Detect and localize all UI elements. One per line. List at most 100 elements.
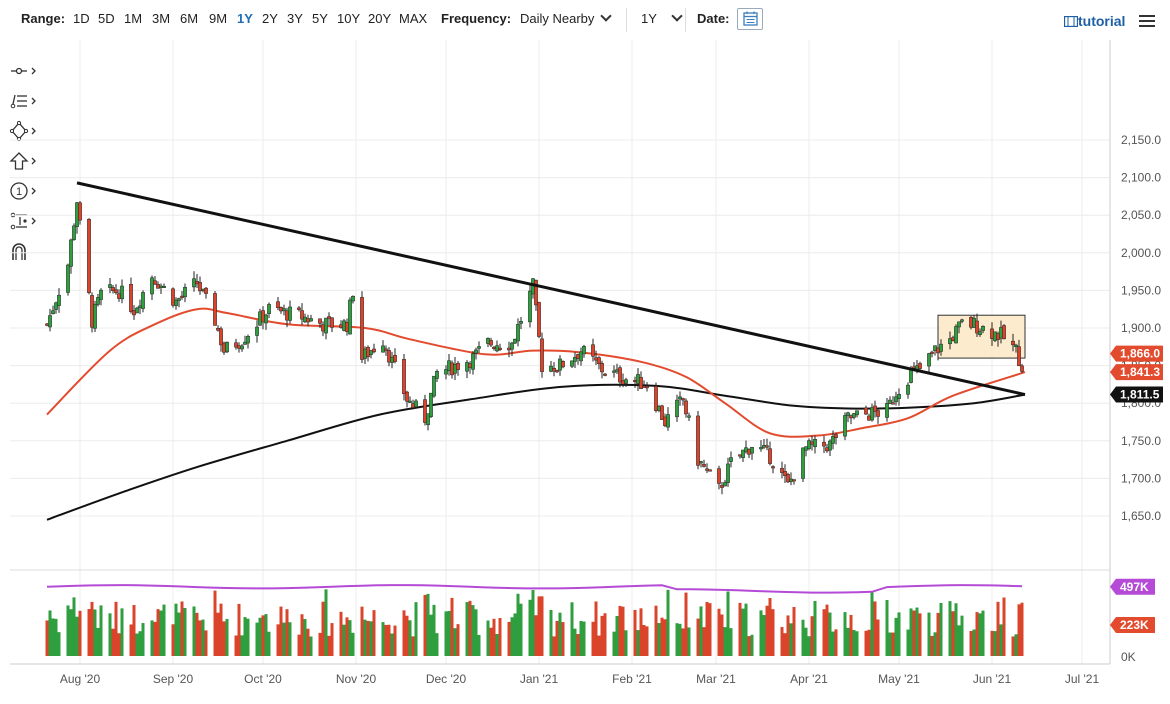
range-button-20y[interactable]: 20Y xyxy=(368,11,392,26)
volume-bar xyxy=(279,606,283,656)
candle-body xyxy=(48,315,52,328)
candle-body xyxy=(678,396,682,400)
candle-body xyxy=(675,399,679,418)
candle-body xyxy=(762,445,766,448)
volume-bar xyxy=(1020,602,1024,656)
candle-body xyxy=(153,280,157,285)
volume-bar xyxy=(792,607,796,656)
candle-body xyxy=(789,478,793,482)
volume-bar xyxy=(150,620,154,656)
range-button-6m[interactable]: 6M xyxy=(180,11,199,26)
volume-bar xyxy=(492,618,496,656)
candle-body xyxy=(198,282,202,292)
candle-body xyxy=(936,347,940,354)
range-button-max[interactable]: MAX xyxy=(399,11,428,26)
volume-bar xyxy=(597,635,601,656)
volume-bar xyxy=(993,631,997,656)
volume-bar xyxy=(489,627,493,656)
volume-bar xyxy=(531,589,535,656)
candle-body xyxy=(780,468,784,473)
volume-bar xyxy=(579,620,583,656)
candle-body xyxy=(69,239,73,267)
tutorial-link[interactable]: tutorial xyxy=(1063,13,1125,29)
candle-body xyxy=(939,343,943,352)
volume-bar xyxy=(303,619,307,656)
candle-body xyxy=(297,307,301,310)
volume-bar xyxy=(306,628,310,656)
time-axis: Aug '20 Sep '20 Oct '20 Nov '20 Dec '20 Jan '… xyxy=(60,672,1100,686)
volume-bar xyxy=(153,621,157,656)
volume-bar xyxy=(414,602,418,656)
period-dropdown[interactable]: 1Y xyxy=(641,10,683,26)
volume-bar xyxy=(696,618,700,656)
range-button-1y[interactable]: 1Y xyxy=(237,11,253,26)
volume-bar xyxy=(321,601,325,656)
candle-body xyxy=(276,301,280,309)
volume-bar xyxy=(453,628,457,656)
candle-body xyxy=(591,344,595,357)
marker-tool[interactable]: 1 xyxy=(8,176,40,206)
range-button-9m[interactable]: 9M xyxy=(209,11,228,26)
frequency-dropdown[interactable]: Daily Nearby xyxy=(520,10,613,26)
volume-bar xyxy=(138,631,142,656)
price-tags: 1,866.0 1,841.3 1,811.5 497K 223K 0K xyxy=(1110,345,1163,664)
candle-body xyxy=(696,415,700,466)
volume-bar xyxy=(558,612,562,656)
volume-bar xyxy=(675,623,679,656)
candle-body xyxy=(174,299,178,306)
range-button-1m[interactable]: 1M xyxy=(124,11,143,26)
magnet-tool[interactable] xyxy=(8,236,40,266)
magnet-icon xyxy=(12,243,26,260)
volume-bar xyxy=(402,610,406,656)
volume-bar xyxy=(888,632,892,656)
range-button-3m[interactable]: 3M xyxy=(152,11,171,26)
candle-body xyxy=(57,294,61,306)
volume-bar xyxy=(561,622,565,656)
candle-body xyxy=(288,306,292,321)
candle-body xyxy=(555,370,559,373)
volume-bar xyxy=(96,627,100,656)
arrow-tool[interactable] xyxy=(8,146,40,176)
date-label: Date: xyxy=(697,11,730,26)
volume-bar xyxy=(348,620,352,656)
volume-bar xyxy=(258,617,262,656)
candle-body xyxy=(486,338,490,344)
volume-bar xyxy=(261,615,265,656)
candle-body xyxy=(99,289,103,300)
volume-bar xyxy=(90,601,94,656)
calendar-icon xyxy=(743,11,758,26)
range-button-5y[interactable]: 5Y xyxy=(312,11,328,26)
candle-body xyxy=(681,398,685,401)
candle-body xyxy=(972,317,976,328)
volume-bar xyxy=(435,633,439,656)
volume-bar xyxy=(324,589,328,656)
volume-bar xyxy=(507,621,511,656)
price-chart[interactable]: 1,650.01,700.01,750.01,800.01,850.01,900… xyxy=(0,40,1170,704)
candle-body xyxy=(792,479,796,482)
shape-tool[interactable] xyxy=(8,116,40,146)
candle-body xyxy=(618,367,622,383)
candle-body xyxy=(759,447,763,450)
candle-body xyxy=(456,362,460,370)
volume-bar xyxy=(555,620,559,656)
volume-bar xyxy=(621,606,625,656)
candle-body xyxy=(888,399,892,404)
range-button-3y[interactable]: 3Y xyxy=(287,11,303,26)
range-button-10y[interactable]: 10Y xyxy=(337,11,361,26)
fibonacci-tool[interactable] xyxy=(8,86,40,116)
price-tick-label: 2,150.0 xyxy=(1121,133,1161,147)
candle-body xyxy=(552,368,556,372)
hamburger-menu-icon[interactable] xyxy=(1139,15,1155,27)
calendar-button[interactable] xyxy=(737,8,763,30)
crosshair-tool[interactable] xyxy=(8,56,40,86)
volume-bar xyxy=(810,616,814,656)
volume-bar xyxy=(948,601,952,656)
range-button-2y[interactable]: 2Y xyxy=(262,11,278,26)
volume-bar xyxy=(846,627,850,656)
candle-body xyxy=(687,415,691,418)
volume-bar xyxy=(66,605,70,656)
candle-body xyxy=(213,293,217,326)
time-tick-label: Oct '20 xyxy=(244,672,282,686)
range-button-5d[interactable]: 5D xyxy=(98,11,115,26)
range-button-1d[interactable]: 1D xyxy=(73,11,90,26)
